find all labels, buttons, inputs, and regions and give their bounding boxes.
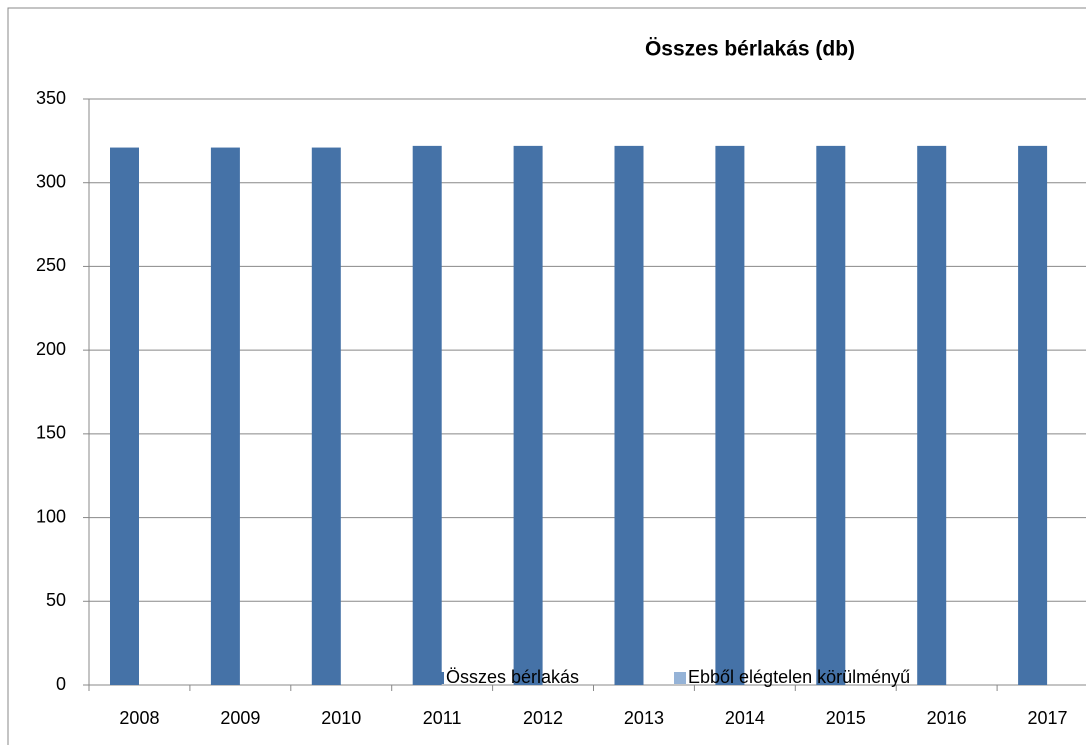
y-tick-label: 50 [46, 590, 66, 610]
x-tick-label: 2013 [624, 708, 664, 728]
x-tick-label: 2008 [119, 708, 159, 728]
x-tick-label: 2009 [220, 708, 260, 728]
bar [210, 147, 240, 685]
chart-title: Összes bérlakás (db) [645, 38, 855, 61]
y-tick-label: 300 [36, 171, 66, 191]
bar [110, 147, 139, 685]
x-tick-label: 2011 [423, 708, 462, 728]
bar [412, 145, 442, 685]
bar [614, 145, 644, 685]
y-tick-label: 250 [36, 255, 66, 275]
bar [715, 145, 745, 685]
y-tick-label: 150 [36, 423, 66, 443]
legend-label: Összes bérlakás [446, 667, 579, 687]
legend-label: Ebből elégtelen körülményű [688, 667, 910, 687]
x-tick-label: 2012 [523, 708, 563, 728]
bar [311, 147, 341, 685]
bar [513, 145, 543, 685]
chart-border [7, 7, 1086, 745]
x-tick-label: 2015 [826, 708, 866, 728]
x-tick-label: 2010 [321, 708, 361, 728]
bar [1018, 145, 1048, 685]
bar [917, 145, 947, 685]
x-tick-label: 2017 [1028, 708, 1068, 728]
y-tick-label: 0 [56, 674, 66, 694]
bar [816, 145, 846, 685]
y-tick-label: 100 [36, 506, 66, 526]
x-tick-label: 2014 [725, 708, 765, 728]
x-tick-label: 2016 [927, 708, 967, 728]
legend-marker [674, 672, 686, 684]
y-tick-label: 200 [36, 339, 66, 359]
y-tick-label: 350 [36, 88, 66, 108]
